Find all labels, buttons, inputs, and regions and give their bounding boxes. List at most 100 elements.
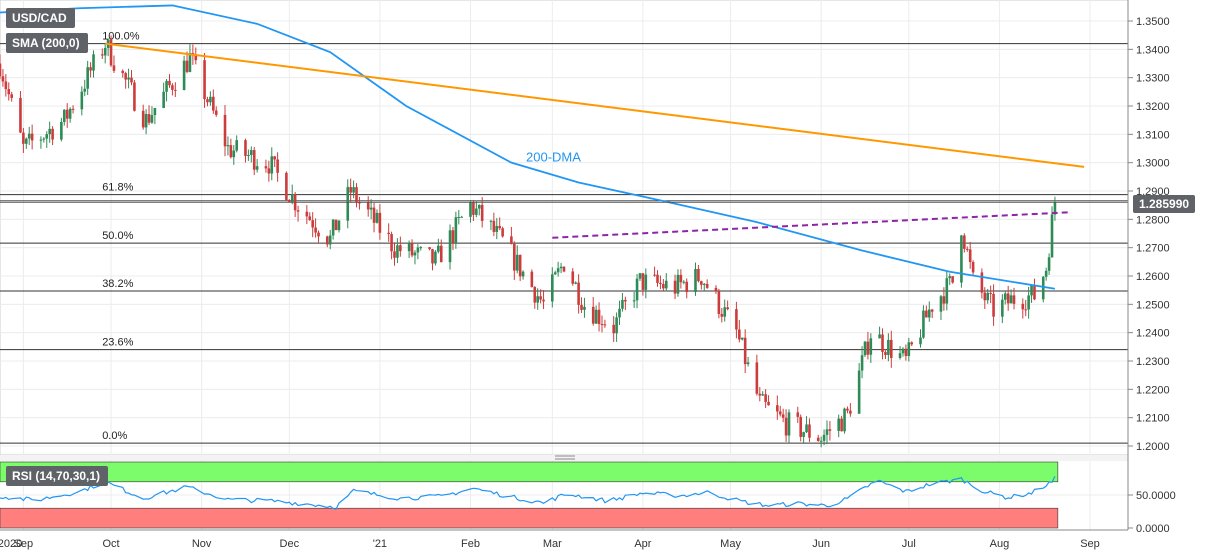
candle-body <box>963 235 966 249</box>
candle-body <box>781 414 785 418</box>
candle-body <box>65 109 69 119</box>
candle-body <box>787 412 791 436</box>
gridlines <box>0 0 1129 530</box>
candle-body <box>472 202 475 215</box>
candle-body <box>229 145 233 158</box>
candle-body <box>454 217 458 243</box>
candle-body <box>30 133 34 141</box>
sma-tag[interactable]: SMA (200,0) <box>6 33 88 53</box>
candle-body <box>846 408 849 411</box>
candle-body <box>843 408 846 432</box>
sma-label: SMA (200,0) <box>12 36 80 50</box>
candle-body <box>618 308 621 318</box>
candle-body <box>591 306 595 324</box>
candle-body <box>986 292 990 301</box>
candle-body <box>133 82 136 111</box>
candle-body <box>103 47 107 56</box>
rsi-oversold-zone <box>0 507 1059 529</box>
candle-body <box>761 394 765 396</box>
candle-body <box>1053 202 1057 215</box>
candle-body <box>1041 276 1045 300</box>
candle-body <box>399 245 402 252</box>
candle-body <box>1006 293 1010 304</box>
candle-body <box>603 324 607 326</box>
candle-body <box>887 339 890 355</box>
candle-body <box>247 155 250 157</box>
y-tick-label: 1.3100 <box>1136 129 1170 141</box>
candle-body <box>816 437 820 441</box>
candle-body <box>740 337 744 340</box>
candle-body <box>325 236 329 245</box>
candle-body <box>171 85 174 90</box>
candle-body <box>185 60 189 72</box>
candle-body <box>188 53 192 72</box>
candle-body <box>358 202 361 204</box>
candle-body <box>498 225 502 229</box>
y-tick-label: 1.2400 <box>1136 328 1170 340</box>
fib-label: 61.8% <box>102 182 133 194</box>
candle-body <box>331 219 335 236</box>
candle-body <box>130 77 133 83</box>
candle-body <box>539 296 542 300</box>
candle-body <box>600 324 604 326</box>
pane-splitter <box>0 455 1128 461</box>
rsi-line <box>0 475 1056 510</box>
candle-body <box>755 362 759 394</box>
candle-body <box>939 296 943 312</box>
candle-body <box>308 216 312 221</box>
candle-body <box>311 220 314 228</box>
candle-body <box>174 89 177 91</box>
y-tick-label: 1.2200 <box>1136 384 1170 396</box>
fib-label: 23.6% <box>102 337 133 349</box>
candle-body <box>553 272 557 275</box>
candle-body <box>276 159 279 173</box>
rsi-y-tick-label: 50.0000 <box>1136 490 1176 502</box>
candle-body <box>837 418 840 431</box>
candle-body <box>907 342 911 356</box>
candle-body <box>226 145 230 147</box>
candle-body <box>992 293 995 317</box>
candle-body <box>182 60 186 91</box>
candle-body <box>778 411 782 415</box>
candle-body <box>1003 293 1007 300</box>
candle-body <box>679 274 683 283</box>
symbol-label: USD/CAD <box>12 11 67 25</box>
candle-body <box>121 70 125 74</box>
candle-body <box>255 166 259 170</box>
rsi-tag[interactable]: RSI (14,70,30,1) <box>6 466 109 486</box>
fib-label: 50.0% <box>102 230 133 242</box>
candle-body <box>390 234 393 252</box>
candle-body <box>296 210 300 212</box>
candle-body <box>925 310 928 318</box>
dashed-trendline <box>552 211 1070 239</box>
symbol-tag[interactable]: USD/CAD <box>6 8 75 28</box>
y-tick-label: 1.3000 <box>1136 158 1170 170</box>
candle-body <box>212 96 215 111</box>
candle-body <box>495 225 499 232</box>
candle-body <box>685 281 689 293</box>
candle-body <box>480 204 484 221</box>
candle-body <box>1050 214 1054 258</box>
x-tick-label: Mar <box>543 538 562 550</box>
x-tick-label: May <box>720 538 741 550</box>
x-tick-label: 2020 <box>0 538 22 550</box>
candle-body <box>112 65 116 71</box>
candle-body <box>460 216 464 218</box>
candle-body <box>60 121 63 140</box>
candle-body <box>518 254 522 277</box>
candle-body <box>267 168 271 174</box>
candle-body <box>942 296 946 304</box>
candle-body <box>288 199 291 203</box>
candle-body <box>51 128 54 140</box>
candle-body <box>878 334 881 339</box>
overlays: 200-DMA <box>0 4 1128 290</box>
candle-body <box>407 243 411 252</box>
candle-body <box>334 219 338 231</box>
rsi-pane <box>0 455 1128 529</box>
candle-body <box>387 232 390 235</box>
candle-body <box>147 114 151 123</box>
last-price-label: 1.285990 <box>1139 197 1190 211</box>
candle-body <box>71 108 75 110</box>
candle-body <box>819 440 823 442</box>
